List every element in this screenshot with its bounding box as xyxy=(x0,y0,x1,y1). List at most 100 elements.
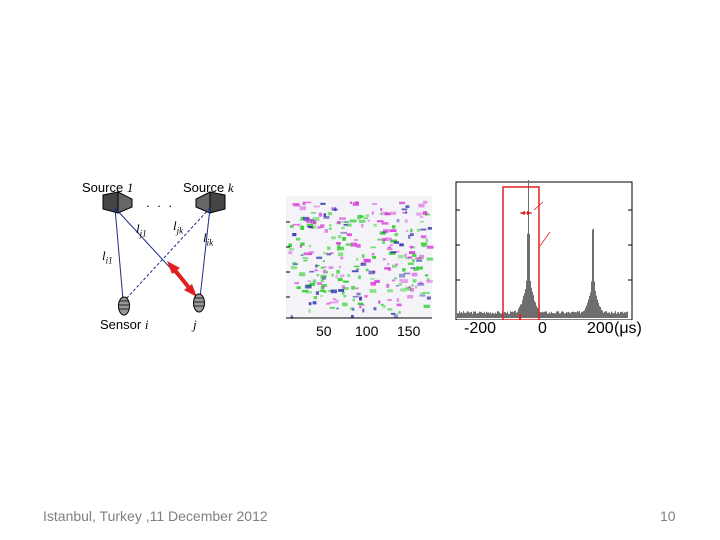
spectrogram-mark xyxy=(382,231,387,234)
histogram-bar xyxy=(599,306,600,318)
distance-arrow xyxy=(167,261,197,297)
histogram-bar xyxy=(481,311,482,318)
spectrogram-mark xyxy=(370,282,376,286)
histogram-bar xyxy=(466,312,467,318)
l-i1-label: li1 xyxy=(102,248,113,266)
spectrogram-x-tick: 150 xyxy=(397,323,421,339)
spectrogram-mark xyxy=(316,264,320,267)
spectrogram-mark xyxy=(352,298,355,302)
histogram-bar xyxy=(572,311,573,318)
histogram-bar xyxy=(601,309,602,318)
histogram-bar xyxy=(482,313,483,318)
spectrogram-mark xyxy=(340,256,344,260)
spectrogram-mark xyxy=(387,289,393,293)
spectrogram-mark xyxy=(341,291,345,295)
spectrogram-mark xyxy=(315,264,318,268)
spectrogram-mark xyxy=(328,266,334,269)
histogram-bar xyxy=(534,300,535,318)
spectrogram-mark xyxy=(426,296,431,300)
histogram-x-tick: -200 xyxy=(464,320,497,337)
histogram-bar xyxy=(529,233,530,318)
histogram-bar xyxy=(614,312,615,318)
spectrogram-mark xyxy=(351,285,355,290)
spectrogram-mark xyxy=(363,217,368,220)
spectrogram-mark xyxy=(304,252,310,256)
histogram-bar xyxy=(487,312,488,318)
spectrogram-mark xyxy=(351,270,359,273)
histogram-bar xyxy=(531,287,532,318)
spectrogram-mark xyxy=(349,219,357,223)
spectrogram-mark xyxy=(351,314,354,319)
spectrogram-mark xyxy=(354,265,360,268)
spectrogram-mark xyxy=(416,212,422,216)
spectrogram-mark xyxy=(302,257,309,259)
histogram-bar xyxy=(566,312,567,318)
spectrogram-mark xyxy=(321,276,326,280)
spectrogram-mark xyxy=(337,221,341,224)
histogram-bar xyxy=(495,312,496,318)
spectrogram-mark xyxy=(288,251,293,255)
spectrogram-mark xyxy=(395,250,400,253)
histogram-bar xyxy=(598,302,599,318)
spectrogram-mark xyxy=(381,222,389,225)
spectrogram-mark xyxy=(379,231,386,235)
histogram-bar xyxy=(559,313,560,318)
spectrogram-mark xyxy=(384,267,390,270)
histogram-bar xyxy=(513,312,514,318)
histogram-bar xyxy=(612,312,613,318)
spectrogram-mark xyxy=(382,240,385,245)
spectrogram-mark xyxy=(394,277,397,280)
spectrogram-mark xyxy=(425,238,428,242)
spectrogram-mark xyxy=(360,262,367,266)
spectrogram-mark xyxy=(346,223,352,227)
spectrogram-mark xyxy=(308,253,312,256)
microphone-icon xyxy=(193,293,205,313)
histogram-bar xyxy=(472,313,473,318)
spectrogram-mark xyxy=(323,252,328,255)
histogram-bar xyxy=(571,311,572,318)
spectrogram-mark xyxy=(339,217,346,220)
histogram-bar xyxy=(485,313,486,318)
histogram-bar xyxy=(507,311,508,318)
spectrogram-mark xyxy=(390,211,397,215)
histogram-bar xyxy=(474,311,475,318)
spectrogram-mark xyxy=(288,243,292,248)
histogram-bar xyxy=(588,299,589,318)
histogram-bar xyxy=(620,311,621,318)
histogram-bar xyxy=(520,304,521,318)
histogram-bar xyxy=(497,311,498,318)
spectrogram-mark xyxy=(303,216,309,221)
spectrogram-mark xyxy=(332,208,338,211)
spectrogram-mark xyxy=(392,264,397,268)
histogram-bar xyxy=(574,312,575,318)
histogram-bar xyxy=(523,295,524,318)
histogram-bar xyxy=(569,312,570,318)
spectrogram-mark xyxy=(380,208,383,211)
spectrogram-mark xyxy=(412,253,417,257)
spectrogram-mark xyxy=(385,237,392,241)
spectrogram-mark xyxy=(411,259,415,263)
spectrogram-mark xyxy=(420,242,428,246)
spectrogram-mark xyxy=(390,239,398,243)
histogram-bar xyxy=(562,311,563,318)
histogram-bar xyxy=(577,311,578,318)
spectrogram-mark xyxy=(337,235,342,239)
histogram-bar xyxy=(567,312,568,318)
sensor-j-label: j xyxy=(193,317,197,332)
histogram-bar xyxy=(544,311,545,318)
spectrogram-mark xyxy=(326,253,332,256)
spectrogram-mark xyxy=(329,306,335,309)
spectrogram-mark xyxy=(309,270,315,273)
histogram-bar xyxy=(561,311,562,318)
histogram-bar xyxy=(505,312,506,318)
spectrogram-mark xyxy=(418,281,423,285)
histogram-bar xyxy=(473,311,474,318)
spectrogram-mark xyxy=(423,200,428,204)
histogram-bar xyxy=(568,311,569,318)
histogram-bar xyxy=(551,311,552,318)
histogram-bar xyxy=(511,311,512,318)
spectrogram-mark xyxy=(305,291,312,294)
spectrogram-mark xyxy=(356,257,359,261)
histogram-bar xyxy=(548,313,549,318)
spectrogram-mark xyxy=(293,203,301,207)
